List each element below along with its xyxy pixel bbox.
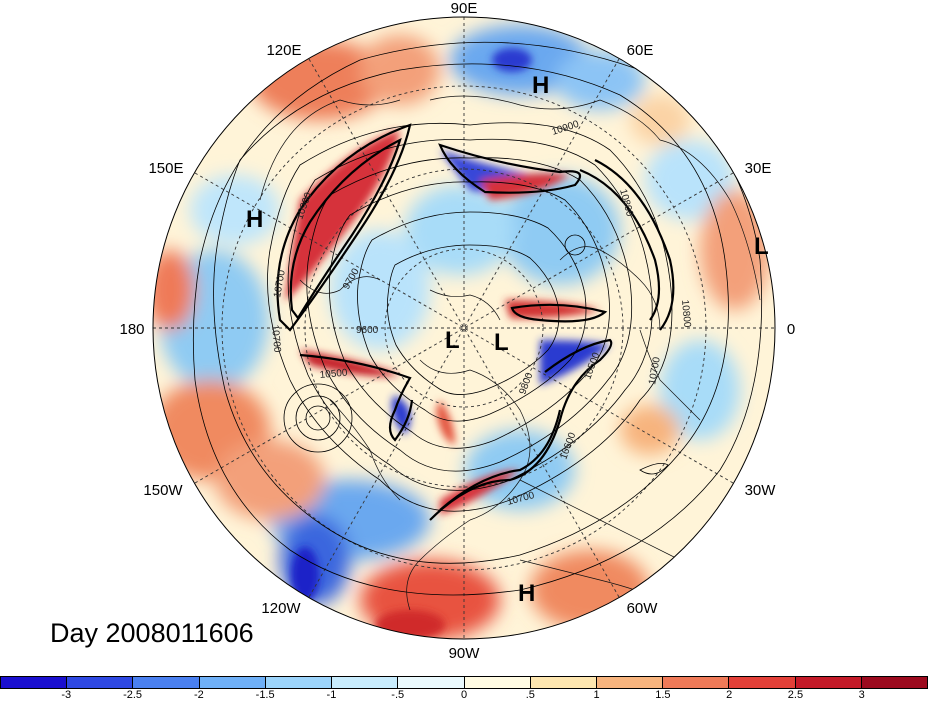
colorbar-tick: .5 (525, 689, 535, 701)
colorbar-swatch (464, 677, 531, 688)
lon-label-120w: 120W (261, 600, 301, 617)
colorbar-tick: -2 (193, 689, 204, 701)
lon-label-120e: 120E (266, 42, 301, 59)
colorbar-tick: 2 (726, 689, 733, 701)
colorbar-swatch (199, 677, 266, 688)
jet-contours (276, 123, 675, 521)
map-boundary (152, 16, 776, 640)
high-pressure-label: H (246, 206, 263, 233)
colorbar-tick: -1.5 (255, 689, 275, 701)
contour-label: 9600 (356, 325, 379, 336)
colorbar-tick: 1 (593, 689, 600, 701)
colorbar-tick: 2.5 (787, 689, 804, 701)
colorbar-swatch (265, 677, 333, 688)
colorbar-swatch (133, 677, 200, 688)
lon-label-30e: 30E (745, 160, 772, 177)
colorbar-tick: -2.5 (123, 689, 143, 701)
high-pressure-label: H (532, 72, 549, 99)
lon-label-60w: 60W (627, 600, 659, 617)
lon-label-150w: 150W (143, 482, 183, 499)
lon-label-180: 180 (119, 321, 144, 338)
colorbar-swatch (530, 677, 597, 688)
anomaly-field (153, 17, 775, 639)
contour-label: 10500 (319, 368, 348, 381)
lon-label-30w: 30W (745, 482, 777, 499)
colorbar-swatch (332, 677, 399, 688)
colorbar-tick: 0 (460, 689, 468, 701)
lon-label-150e: 150E (148, 160, 183, 177)
low-pressure-label: L (754, 233, 769, 260)
colorbar-swatch (729, 677, 796, 688)
height-contours (192, 41, 763, 596)
colorbar-swatch (861, 677, 928, 688)
map-title: Day 2008011606 (50, 618, 254, 648)
high-pressure-label: H (518, 580, 535, 607)
colorbar (0, 676, 928, 689)
lon-label-90e: 90E (451, 0, 478, 17)
colorbar-swatch (398, 677, 465, 688)
lon-label-60e: 60E (627, 42, 654, 59)
contour-label: 10800 (679, 299, 692, 328)
colorbar-tick: 1.5 (655, 689, 671, 701)
low-pressure-label: L (445, 327, 460, 354)
longitude-labels: 90E 60E 30E 0 30W 60W 90W 120W 150W 180 … (119, 0, 795, 662)
colorbar-tick-labels: -3 -2.5 -2 -1.5 -1 -.5 0 .5 1 1.5 2 2.5 3 (0, 689, 928, 703)
colorbar-tick: 3 (858, 689, 865, 701)
lon-label-0: 0 (787, 321, 795, 338)
colorbar-swatch (67, 677, 134, 688)
colorbar-swatch (663, 677, 730, 688)
colorbar-swatch (795, 677, 862, 688)
colorbar-swatch (1, 677, 68, 688)
contour-label: 10700 (272, 269, 288, 299)
colorbar-tick: -.5 (391, 689, 405, 701)
colorbar-tick: -1 (326, 689, 337, 701)
colorbar-swatch (596, 677, 664, 688)
low-pressure-label: L (494, 329, 509, 356)
contour-label: 10700 (647, 356, 663, 386)
contour-label: 10700 (269, 324, 282, 353)
lon-label-90w: 90W (449, 645, 481, 662)
pressure-systems: H H H L L L (246, 72, 769, 607)
colorbar-tick: -3 (61, 689, 72, 701)
